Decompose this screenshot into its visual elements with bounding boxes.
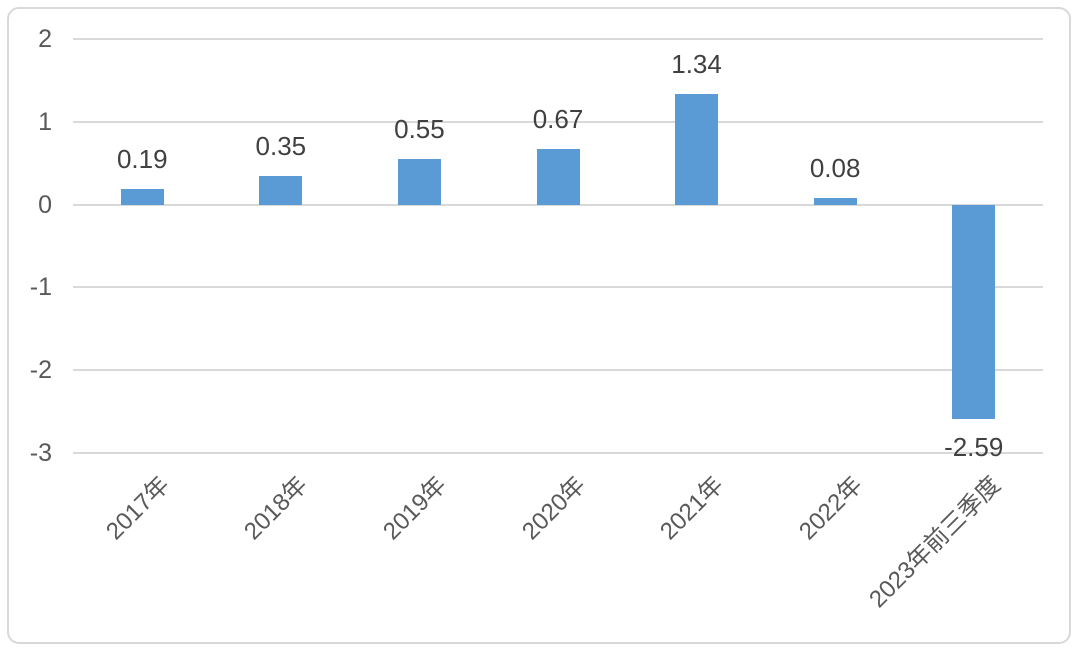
y-tick-label: -3 [29, 439, 52, 467]
x-category-label: 2018年 [239, 471, 314, 546]
x-category-label: 2022年 [793, 471, 868, 546]
bar [397, 159, 441, 205]
x-category-label: 2019年 [378, 471, 452, 546]
y-tick-label: -2 [29, 356, 52, 385]
y-tick-label: 1 [38, 107, 52, 136]
gridline [73, 120, 1043, 123]
y-tick-label: -1 [29, 273, 52, 302]
gridline [73, 203, 1043, 206]
bar [813, 197, 857, 205]
y-tick-label: 2 [38, 25, 52, 53]
gridline [73, 38, 1043, 40]
x-category-label: 2017年 [100, 471, 175, 546]
gridline [73, 369, 1043, 372]
bar [952, 204, 996, 420]
bar-value-label: 0.35 [255, 130, 307, 161]
bar [536, 149, 580, 205]
gridline [73, 452, 1043, 454]
bar-value-label: 0.08 [809, 152, 861, 183]
bar-value-label: 0.19 [116, 143, 168, 174]
bar [259, 175, 303, 205]
gridline [73, 286, 1043, 289]
x-category-label: 2021年 [655, 471, 730, 546]
bar-value-label: 0.67 [532, 104, 584, 135]
bar-value-label: 1.34 [671, 48, 722, 79]
y-tick-label: 0 [38, 190, 52, 219]
x-category-label: 2023年前三季度 [864, 471, 1007, 614]
bar [120, 188, 164, 205]
bar-value-label: -2.59 [944, 432, 1004, 463]
bar [675, 93, 719, 205]
bar-value-label: 0.55 [394, 114, 445, 145]
x-category-label: 2020年 [516, 471, 591, 546]
